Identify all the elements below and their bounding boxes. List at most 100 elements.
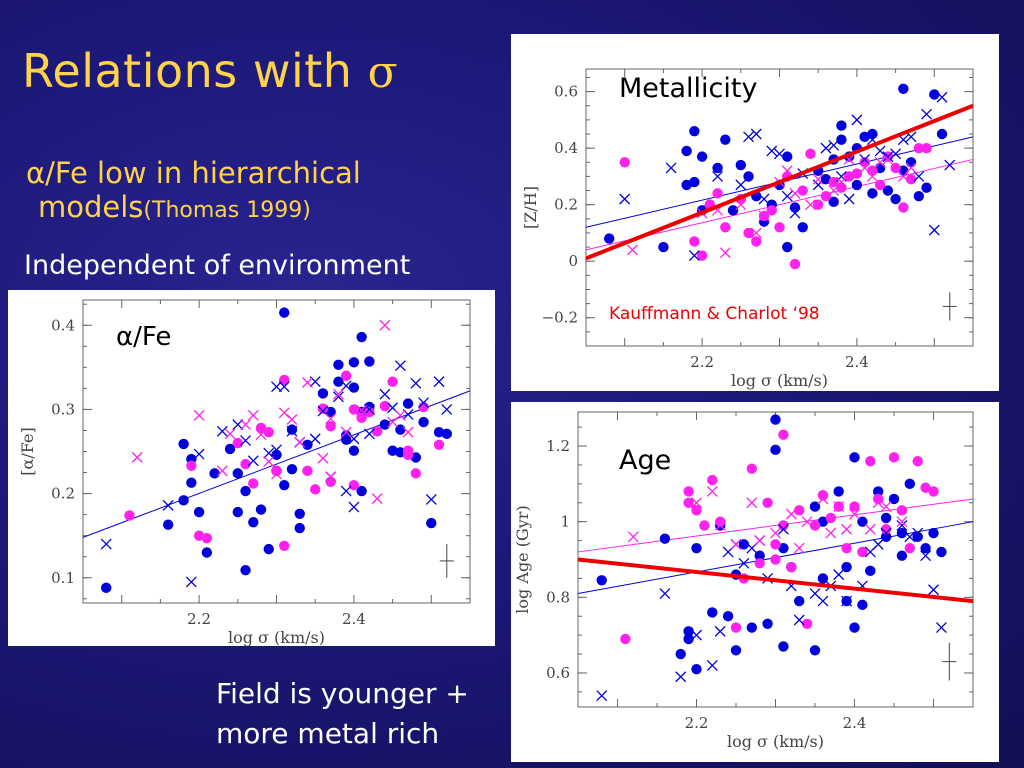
data-point-cross xyxy=(777,523,789,535)
data-point-cross xyxy=(738,557,750,569)
data-point-cross xyxy=(766,145,778,157)
data-point-cross xyxy=(896,520,908,531)
chart-panel-age: 2.2 2.4 0.6 0.8 1 1.2 log σ (km/s) log Age (Gyr… xyxy=(511,402,999,762)
data-point-cross xyxy=(619,193,631,205)
data-point-cross xyxy=(394,360,406,372)
data-point-cross xyxy=(340,426,352,438)
data-point-circle xyxy=(929,89,940,100)
data-point-circle xyxy=(683,626,694,637)
data-point-circle xyxy=(865,455,876,467)
data-point-circle xyxy=(778,542,789,554)
data-point-circle xyxy=(302,465,313,477)
data-point-cross xyxy=(781,165,793,177)
y-tick-label: 1 xyxy=(560,513,570,531)
data-point-cross xyxy=(379,388,391,400)
data-point-cross xyxy=(348,433,360,445)
data-point-circle xyxy=(874,179,886,191)
data-point-cross xyxy=(691,629,702,641)
chart-panel-metallicity: 2.2 2.4 −0.2 0 0.2 0.4 0.6 log σ (km/s) [Z/H] Met… xyxy=(511,34,999,391)
data-point-circle xyxy=(279,540,290,551)
data-point-circle xyxy=(379,400,391,412)
citation-thomas: (Thomas 1999) xyxy=(143,198,311,223)
data-point-circle xyxy=(849,622,860,633)
data-point-cross xyxy=(325,413,337,425)
fit-line xyxy=(82,390,471,538)
data-point-circle xyxy=(302,439,313,450)
data-point-circle xyxy=(851,179,863,191)
data-point-circle xyxy=(727,205,739,216)
data-point-cross xyxy=(758,193,770,205)
age-scatter-chart: 2.2 2.4 0.6 0.8 1 1.2 log σ (km/s) log Age (Gyr… xyxy=(513,411,974,751)
data-point-circle xyxy=(888,493,900,505)
data-point-cross xyxy=(271,381,282,393)
data-point-circle xyxy=(707,607,718,618)
data-point-circle xyxy=(905,157,917,168)
data-point-circle xyxy=(371,426,383,437)
data-point-circle xyxy=(857,516,868,527)
data-point-circle xyxy=(928,527,939,539)
data-point-cross xyxy=(371,493,383,505)
data-point-circle xyxy=(186,460,197,472)
data-point-circle xyxy=(433,426,445,438)
data-point-cross xyxy=(410,377,422,389)
data-point-circle xyxy=(201,547,213,558)
data-point-circle xyxy=(178,495,189,506)
data-point-cross xyxy=(286,425,298,437)
data-point-cross xyxy=(216,465,228,477)
data-point-cross xyxy=(921,108,933,120)
bullet-afe-models: α/Fe low in hierarchical models(Thomas 1… xyxy=(26,156,361,228)
data-point-circle xyxy=(348,479,360,491)
inset-label: Metallicity xyxy=(619,73,757,104)
data-point-circle xyxy=(873,493,884,505)
data-point-cross xyxy=(820,142,832,154)
data-point-circle xyxy=(691,542,702,554)
data-point-circle xyxy=(890,193,901,205)
data-point-circle xyxy=(340,370,352,381)
data-point-circle xyxy=(912,455,923,467)
data-point-cross xyxy=(714,520,726,531)
data-point-cross xyxy=(812,179,824,191)
data-point-cross xyxy=(348,501,360,513)
data-point-circle xyxy=(232,468,243,479)
data-point-circle xyxy=(310,484,321,495)
data-point-circle xyxy=(240,485,251,497)
data-point-cross xyxy=(714,625,726,637)
data-point-circle xyxy=(186,477,197,488)
data-point-circle xyxy=(896,505,908,516)
data-point-circle xyxy=(720,222,731,233)
data-point-circle xyxy=(294,508,305,519)
data-point-circle xyxy=(762,497,773,508)
data-point-circle xyxy=(841,542,852,554)
data-point-cross xyxy=(193,448,205,460)
data-point-cross xyxy=(216,425,228,437)
data-point-circle xyxy=(675,648,686,660)
data-point-circle xyxy=(833,486,844,497)
data-point-cross xyxy=(596,690,608,702)
data-point-cross xyxy=(817,595,829,607)
data-point-circle xyxy=(801,618,813,629)
data-point-circle xyxy=(789,202,801,213)
data-point-circle xyxy=(232,506,243,518)
data-point-circle xyxy=(402,449,414,461)
data-point-circle xyxy=(224,443,236,455)
data-point-circle xyxy=(896,527,908,539)
y-tick-label: 0.2 xyxy=(554,196,578,214)
data-point-cross xyxy=(746,497,758,509)
data-point-circle xyxy=(255,504,267,515)
model-line xyxy=(577,557,974,604)
data-point-cross xyxy=(880,527,892,539)
data-point-circle xyxy=(201,532,213,544)
data-point-circle xyxy=(797,185,808,196)
data-point-circle xyxy=(921,142,932,154)
data-point-circle xyxy=(683,486,694,497)
sigma-symbol: σ xyxy=(367,47,399,98)
data-point-circle xyxy=(193,506,205,518)
data-point-cross xyxy=(271,468,282,480)
data-point-cross xyxy=(849,508,860,520)
data-point-circle xyxy=(722,611,734,622)
page-title: Relations with σ xyxy=(22,44,398,98)
data-point-circle xyxy=(743,227,754,239)
data-point-circle xyxy=(418,416,429,428)
data-point-circle xyxy=(720,134,731,145)
data-point-circle xyxy=(240,458,251,470)
